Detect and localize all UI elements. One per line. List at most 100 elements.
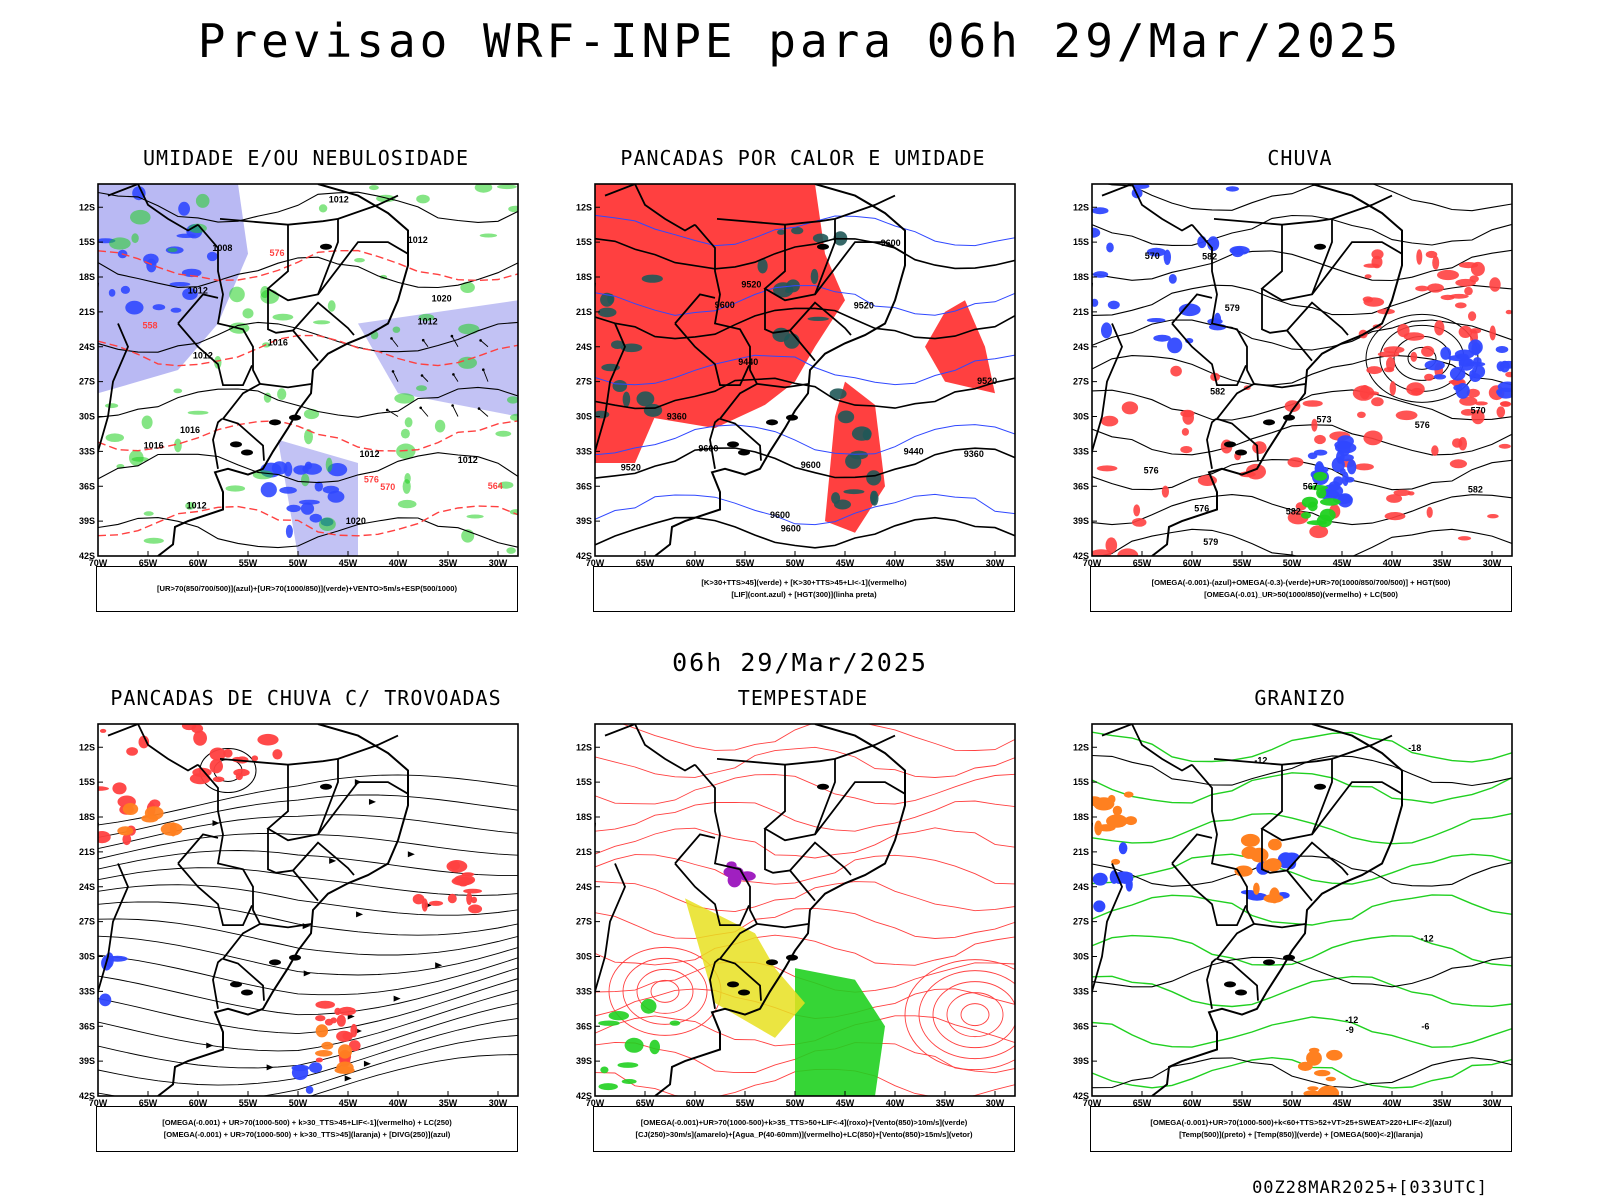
contour-label: 1020 (346, 516, 366, 526)
panel-title: UMIDADE E/OU NEBULOSIDADE (142, 146, 470, 170)
lake (1263, 959, 1275, 966)
x-tick-label: 55W (736, 558, 755, 568)
streamline-arrow (303, 970, 311, 977)
field-patch (392, 326, 401, 333)
field-patch (99, 993, 112, 1007)
field-patch (109, 237, 131, 250)
country-border (1331, 194, 1393, 220)
y-tick-label: 12S (576, 202, 592, 212)
field-patch (1468, 339, 1483, 355)
contour-line (1092, 855, 1512, 887)
legend-box: [OMEGA(-0.001)-(azul)+OMEGA(-0.3)-(verde… (1090, 566, 1512, 612)
legend-line: [OMEGA(-0.001)-(azul)+OMEGA(-0.3)-(verde… (1151, 578, 1451, 587)
contour-line (1092, 975, 1512, 1008)
panel-title: PANCADAS DE CHUVA C/ TROVOADAS (110, 686, 502, 710)
contour-label: 9440 (904, 446, 924, 456)
field-patch (1132, 184, 1150, 189)
field-patch (272, 313, 294, 321)
field-patch (1197, 235, 1207, 249)
field-patch (1371, 249, 1384, 260)
contour-line (98, 386, 518, 418)
x-tick-label: 55W (239, 1098, 258, 1108)
country-border (1213, 758, 1333, 766)
field-patch (1505, 309, 1512, 315)
contour-line (1092, 354, 1512, 386)
lake (1235, 449, 1247, 456)
field-patch (598, 1083, 618, 1091)
contour-label: 570 (1471, 406, 1486, 416)
field-patch (649, 1039, 660, 1055)
y-tick-label: 33S (79, 986, 95, 996)
field-area (278, 439, 358, 556)
x-tick-label: 50W (289, 1098, 308, 1108)
x-tick-label: 60W (686, 1098, 705, 1108)
chart-panel: PANCADAS DE CHUVA C/ TROVOADAS 12S 15S 18S 2… (76, 686, 556, 1186)
field-patch (1123, 791, 1134, 798)
wind-vector (392, 371, 399, 382)
field-patch (421, 898, 428, 912)
field-patch (1307, 501, 1318, 512)
x-tick-label: 60W (189, 558, 208, 568)
field-patch (313, 320, 331, 325)
field-patch (143, 537, 164, 544)
country-border (292, 841, 355, 876)
contour-line (1092, 956, 1512, 988)
field-patch (189, 773, 211, 785)
field-patch (305, 1085, 314, 1094)
field-patch (271, 461, 288, 475)
field-patch (330, 1017, 337, 1024)
field-patch (1466, 388, 1480, 398)
field-patch (1320, 498, 1341, 506)
field-patch (1383, 367, 1395, 373)
chart-panel: UMIDADE E/OU NEBULOSIDADE 1012 1012 1016 101… (76, 146, 556, 646)
x-tick-label: 30W (1483, 558, 1502, 568)
field-patch (418, 313, 435, 322)
country-border (107, 724, 199, 772)
contour-line (622, 957, 708, 1025)
streamline (98, 850, 518, 876)
lake (1224, 441, 1236, 448)
field-patch (1168, 274, 1177, 284)
country-border (197, 764, 265, 1001)
country-border (716, 758, 836, 766)
x-tick-label: 70W (1083, 1098, 1102, 1108)
plot-frame (1091, 723, 1513, 1097)
field-patch (1449, 366, 1466, 381)
x-tick-label: 40W (1383, 1098, 1402, 1108)
contour-label: 582 (1210, 386, 1225, 396)
lake (727, 981, 739, 988)
wind-vector (478, 408, 489, 417)
contour-line (946, 992, 1004, 1038)
contour-label: 570 (1145, 251, 1160, 261)
wind-vector-head (420, 374, 424, 377)
field-patch (1403, 332, 1425, 341)
field-patch (315, 1015, 326, 1022)
x-tick-label: 70W (1083, 558, 1102, 568)
lake (230, 441, 242, 448)
contour-label: 582 (1202, 251, 1217, 261)
field-patch (209, 759, 223, 774)
wind-vector (482, 369, 489, 382)
field-patch (125, 300, 144, 315)
lake (786, 954, 798, 961)
contour-label: 570 (380, 482, 395, 492)
field-patch (129, 449, 144, 466)
contour-line (595, 354, 1015, 386)
y-tick-label: 42S (576, 551, 592, 561)
country-border (1101, 184, 1193, 232)
y-tick-label: 27S (79, 377, 95, 387)
field-patch (617, 1062, 639, 1068)
field-patch (108, 289, 116, 297)
country-border (1331, 734, 1393, 760)
coastline (157, 184, 409, 556)
field-patch (1092, 796, 1102, 806)
field-patch (1146, 247, 1166, 257)
field-patch (1415, 285, 1429, 292)
field-patch (468, 904, 483, 914)
field-patch (1426, 506, 1433, 518)
country-border (177, 293, 219, 325)
x-tick-label: 50W (786, 558, 805, 568)
field-patch (1326, 1049, 1343, 1061)
field-patch (1497, 387, 1512, 399)
field-patch (138, 735, 150, 749)
